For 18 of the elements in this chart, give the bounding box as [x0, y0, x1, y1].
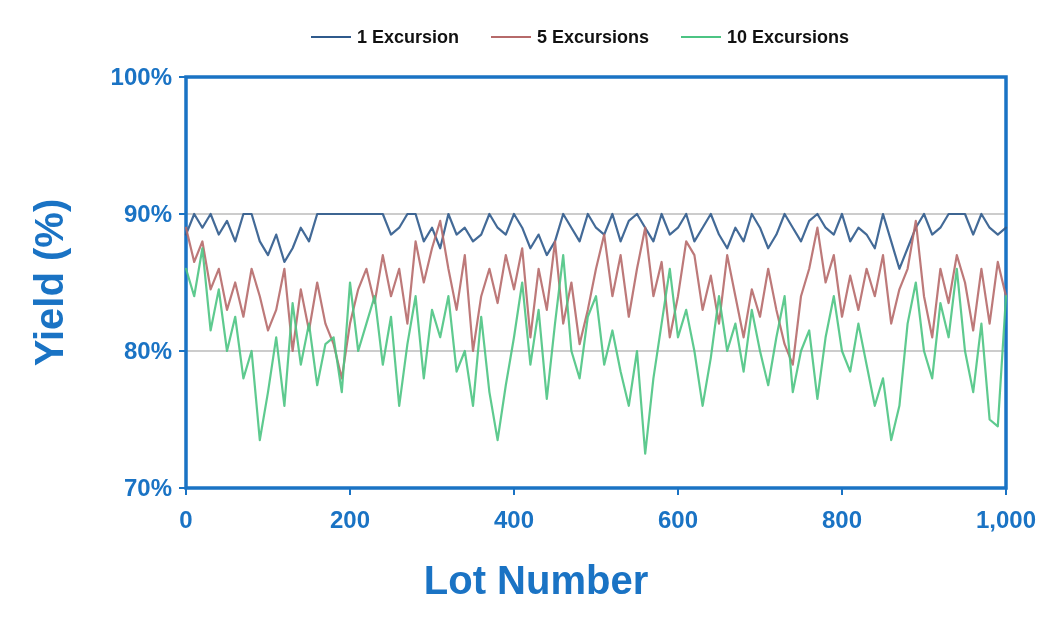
- x-tick-label: 1,000: [975, 506, 1037, 533]
- x-tick-label: 0: [179, 506, 193, 533]
- line-series: [184, 247, 1008, 455]
- y-axis-title: Yield (%): [27, 198, 71, 367]
- y-tick-label: 90%: [123, 200, 172, 227]
- line-series: [184, 212, 1008, 270]
- line-series: [184, 219, 1008, 380]
- y-tick-label: 70%: [123, 474, 172, 501]
- legend-label: 10 Excursions: [727, 27, 850, 47]
- x-tick-label: 200: [329, 506, 371, 533]
- legend-label: 5 Excursions: [537, 27, 650, 47]
- y-tick-label: 80%: [123, 337, 172, 364]
- x-tick-label: 400: [493, 506, 535, 533]
- legend-label: 1 Excursion: [357, 27, 460, 47]
- x-axis-title: Lot Number: [423, 558, 649, 602]
- y-tick-label: 100%: [110, 63, 172, 90]
- x-tick-label: 600: [657, 506, 699, 533]
- x-tick-label: 800: [821, 506, 863, 533]
